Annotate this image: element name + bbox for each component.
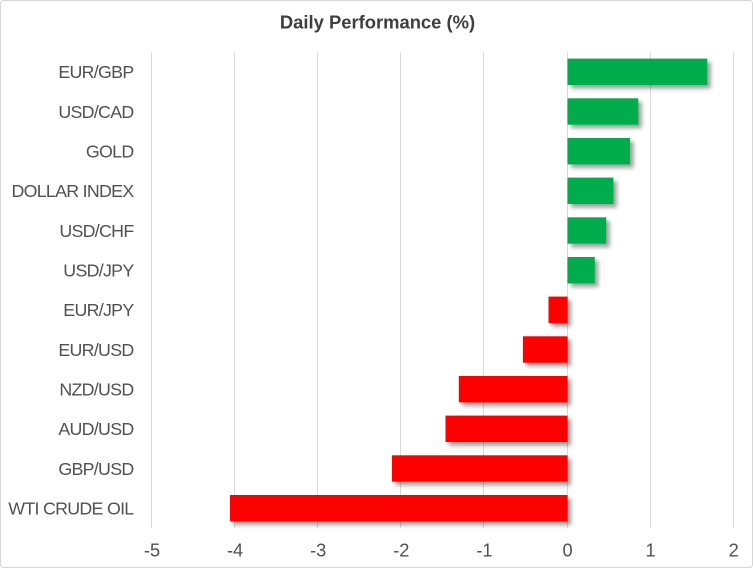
svg-text:-5: -5: [144, 541, 160, 561]
svg-text:WTI CRUDE OIL: WTI CRUDE OIL: [8, 499, 134, 519]
svg-text:EUR/GBP: EUR/GBP: [58, 62, 133, 82]
svg-text:USD/CAD: USD/CAD: [58, 102, 133, 122]
svg-text:-1: -1: [476, 541, 492, 561]
svg-text:AUD/USD: AUD/USD: [58, 419, 133, 439]
svg-text:USD/CHF: USD/CHF: [59, 221, 134, 241]
svg-text:-2: -2: [393, 541, 409, 561]
svg-text:1: 1: [646, 541, 656, 561]
svg-text:0: 0: [562, 541, 572, 561]
svg-text:EUR/USD: EUR/USD: [58, 340, 133, 360]
svg-text:GOLD: GOLD: [86, 142, 134, 162]
svg-text:GBP/USD: GBP/USD: [58, 459, 133, 479]
svg-text:-4: -4: [227, 541, 243, 561]
svg-text:2: 2: [729, 541, 739, 561]
svg-text:USD/JPY: USD/JPY: [63, 261, 134, 281]
svg-text:EUR/JPY: EUR/JPY: [63, 300, 134, 320]
svg-text:NZD/USD: NZD/USD: [59, 380, 133, 400]
svg-text:DOLLAR INDEX: DOLLAR INDEX: [11, 181, 134, 201]
svg-text:Daily Performance (%): Daily Performance (%): [280, 12, 475, 33]
svg-text:-3: -3: [310, 541, 326, 561]
